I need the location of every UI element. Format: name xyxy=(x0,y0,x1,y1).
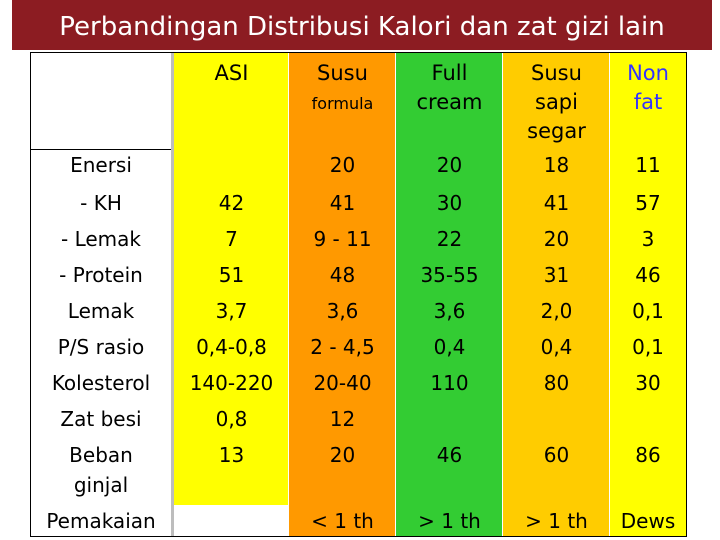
susu-sapi-segar-pemakaian: > 1 th xyxy=(525,509,588,533)
column-divider xyxy=(609,53,610,536)
full-cream-pemakaian: > 1 th xyxy=(418,509,481,533)
column-divider xyxy=(288,53,289,536)
full-cream-lemak-pct: 22 xyxy=(436,227,463,251)
column-asi: ASI 42 7 51 3,7 0,4-0,8 140-220 0,8 13 xyxy=(174,53,289,536)
non-fat-beban: 86 xyxy=(635,443,661,467)
full-cream-protein: 35-55 xyxy=(420,263,479,287)
susu-formula-zat-besi: 12 xyxy=(329,407,356,431)
non-fat-kolesterol: 30 xyxy=(635,371,661,395)
asi-zat-besi: 0,8 xyxy=(215,407,248,431)
asi-kolesterol: 140-220 xyxy=(189,371,274,395)
row-label-kh: - KH xyxy=(80,191,122,215)
susu-formula-kh: 41 xyxy=(329,191,356,215)
susu-formula-protein: 48 xyxy=(329,263,356,287)
susu-sapi-segar-kh: 41 xyxy=(543,191,570,215)
non-fat-ps-rasio: 0,1 xyxy=(632,335,664,359)
susu-formula-beban: 20 xyxy=(329,443,356,467)
susu-formula-lemak-pct: 9 - 11 xyxy=(313,227,372,251)
susu-formula-energi: 20 xyxy=(329,153,356,177)
comparison-table: Enersi - KH - Lemak - Protein Lemak P/S … xyxy=(30,52,687,537)
susu-sapi-segar-beban: 60 xyxy=(543,443,570,467)
susu-formula-kolesterol: 20-40 xyxy=(313,371,372,395)
header-susu-sapi-segar-line1: Susu xyxy=(531,61,582,85)
susu-sapi-segar-kolesterol: 80 xyxy=(543,371,570,395)
row-label-zat-besi: Zat besi xyxy=(60,407,142,431)
non-fat-protein: 46 xyxy=(635,263,661,287)
full-cream-beban: 46 xyxy=(436,443,463,467)
asi-beban: 13 xyxy=(218,443,245,467)
asi-kh: 42 xyxy=(218,191,245,215)
non-fat-lemak-pct: 3 xyxy=(641,227,655,251)
row-label-beban-line1: Beban xyxy=(69,443,133,467)
column-susu-formula: Susu formula 20 41 9 - 11 48 3,6 2 - 4,5… xyxy=(289,53,396,536)
label-divider xyxy=(171,53,174,536)
susu-sapi-segar-energi: 18 xyxy=(543,153,570,177)
row-label-pemakaian: Pemakaian xyxy=(46,509,156,533)
header-non-fat-line1: Non xyxy=(627,61,669,85)
asi-lemak: 3,7 xyxy=(215,299,248,323)
header-susu-sapi-segar-line2: sapi xyxy=(535,90,578,114)
asi-protein: 51 xyxy=(218,263,245,287)
susu-sapi-segar-protein: 31 xyxy=(543,263,570,287)
full-cream-kolesterol: 110 xyxy=(430,371,469,395)
column-divider xyxy=(395,53,396,536)
header-asi: ASI xyxy=(214,61,249,85)
full-cream-energi: 20 xyxy=(436,153,463,177)
non-fat-lemak: 0,1 xyxy=(632,299,664,323)
row-label-energi: Enersi xyxy=(70,153,132,177)
header-divider xyxy=(31,149,171,150)
column-non-fat: Non fat 11 57 3 46 0,1 0,1 30 86 Dews xyxy=(610,53,686,536)
susu-sapi-segar-ps-rasio: 0,4 xyxy=(540,335,573,359)
page-title: Perbandingan Distribusi Kalori dan zat g… xyxy=(59,12,665,42)
header-full-cream-line2: cream xyxy=(416,90,483,114)
asi-lemak-pct: 7 xyxy=(225,227,238,251)
susu-formula-pemakaian: < 1 th xyxy=(311,509,374,533)
column-divider xyxy=(502,53,503,536)
susu-formula-lemak: 3,6 xyxy=(326,299,359,323)
full-cream-kh: 30 xyxy=(436,191,463,215)
non-fat-energi: 11 xyxy=(635,153,661,177)
row-label-kolesterol: Kolesterol xyxy=(51,371,151,395)
full-cream-ps-rasio: 0,4 xyxy=(433,335,466,359)
header-susu-sapi-segar-line3: segar xyxy=(527,119,586,143)
row-label-beban-line2: ginjal xyxy=(73,473,129,497)
header-susu-formula-line2: formula xyxy=(311,94,374,113)
row-label-ps-rasio: P/S rasio xyxy=(57,335,145,359)
non-fat-pemakaian: Dews xyxy=(620,509,676,533)
column-susu-sapi-segar: Susu sapi segar 18 41 20 31 2,0 0,4 80 6… xyxy=(503,53,610,536)
row-label-lemak: Lemak xyxy=(67,299,135,323)
susu-formula-ps-rasio: 2 - 4,5 xyxy=(310,335,375,359)
susu-sapi-segar-lemak-pct: 20 xyxy=(543,227,570,251)
header-susu-formula-line1: Susu xyxy=(317,61,368,85)
column-full-cream: Full cream 20 30 22 35-55 3,6 0,4 110 46… xyxy=(396,53,503,536)
header-non-fat-line2: fat xyxy=(633,90,663,114)
title-bar: Perbandingan Distribusi Kalori dan zat g… xyxy=(12,0,712,50)
row-label-column: Enersi - KH - Lemak - Protein Lemak P/S … xyxy=(31,53,171,536)
row-label-protein: - Protein xyxy=(59,263,143,287)
susu-sapi-segar-lemak: 2,0 xyxy=(540,299,573,323)
asi-pemakaian-blank xyxy=(174,505,289,536)
non-fat-kh: 57 xyxy=(635,191,661,215)
asi-ps-rasio: 0,4-0,8 xyxy=(196,335,267,359)
row-label-lemak-pct: - Lemak xyxy=(61,227,141,251)
header-full-cream-line1: Full xyxy=(431,61,468,85)
full-cream-lemak: 3,6 xyxy=(433,299,466,323)
